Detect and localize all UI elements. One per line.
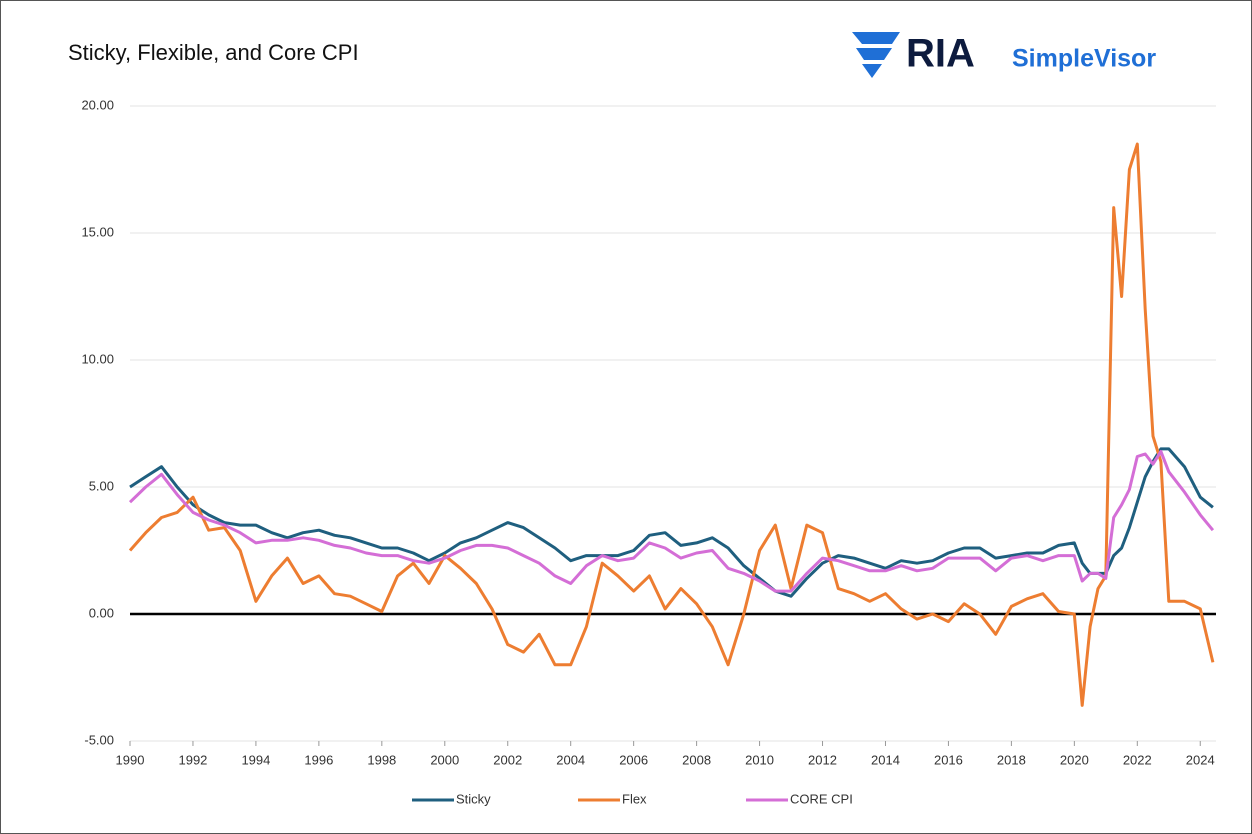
x-tick-label: 1992 — [178, 752, 207, 767]
x-tick-label: 2018 — [997, 752, 1026, 767]
x-tick-label: 2022 — [1123, 752, 1152, 767]
x-tick-label: 1996 — [304, 752, 333, 767]
x-tick-label: 2000 — [430, 752, 459, 767]
y-tick-label: -5.00 — [84, 732, 114, 747]
x-tick-label: 1990 — [116, 752, 145, 767]
x-tick-label: 2002 — [493, 752, 522, 767]
legend-label: Sticky — [456, 791, 491, 806]
logo-product: SimpleVisor — [1012, 45, 1156, 73]
legend-label: CORE CPI — [790, 791, 853, 806]
x-tick-label: 2006 — [619, 752, 648, 767]
x-tick-label: 2004 — [556, 752, 585, 767]
x-tick-label: 2024 — [1186, 752, 1215, 767]
y-tick-label: 5.00 — [89, 478, 114, 493]
y-tick-label: 0.00 — [89, 605, 114, 620]
x-tick-label: 1998 — [367, 752, 396, 767]
y-tick-label: 20.00 — [81, 97, 114, 112]
legend-label: Flex — [622, 791, 647, 806]
x-tick-label: 1994 — [241, 752, 270, 767]
x-tick-label: 2010 — [745, 752, 774, 767]
logo-icon — [852, 32, 900, 78]
y-tick-label: 10.00 — [81, 351, 114, 366]
x-tick-label: 2012 — [808, 752, 837, 767]
x-tick-label: 2020 — [1060, 752, 1089, 767]
logo-brand: RIA — [906, 32, 975, 76]
logo: RIA SimpleVisor — [852, 32, 1156, 78]
x-tick-label: 2008 — [682, 752, 711, 767]
series-line — [128, 142, 1215, 707]
x-tick-label: 2014 — [871, 752, 900, 767]
chart-title: Sticky, Flexible, and Core CPI — [68, 40, 359, 65]
y-tick-label: 15.00 — [81, 224, 114, 239]
x-tick-label: 2016 — [934, 752, 963, 767]
series-line — [128, 449, 1215, 593]
